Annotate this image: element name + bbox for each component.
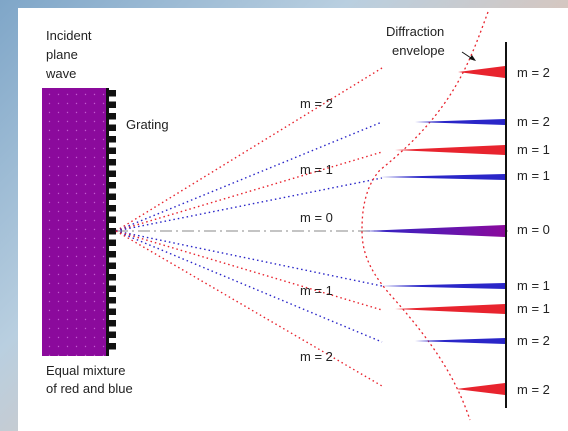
spot-red-down2 xyxy=(456,383,505,395)
screen-label-blue-down2: m = 2 xyxy=(517,333,550,348)
ray-red-up2 xyxy=(115,67,383,232)
grating xyxy=(106,88,116,356)
spot-zero xyxy=(364,225,505,237)
incident-label-line2: plane xyxy=(46,47,78,62)
grating-slit xyxy=(107,205,116,212)
spot-blue-up1 xyxy=(380,174,505,180)
grating-slit xyxy=(107,193,116,200)
grating-slit xyxy=(107,90,116,97)
text-labels: Incident plane wave Grating Diffraction … xyxy=(45,24,445,396)
screen-label-red-up1: m = 1 xyxy=(517,142,550,157)
grating-slit xyxy=(107,239,116,246)
grating-slit xyxy=(107,124,116,131)
diffraction-envelope xyxy=(361,11,489,421)
grating-slit xyxy=(107,147,116,154)
diffraction-rays xyxy=(115,67,510,387)
ray-label-down1: m = 1 xyxy=(300,283,333,298)
pointer-arrowhead xyxy=(469,55,476,61)
ray-label-zero: m = 0 xyxy=(300,210,333,225)
envelope-label-line1: Diffraction xyxy=(386,24,444,39)
grating-slit xyxy=(107,170,116,177)
spot-red-up1 xyxy=(395,145,505,155)
ray-label-up1: m = 1 xyxy=(300,162,333,177)
grating-slit xyxy=(107,228,116,235)
screen-label-red-up2: m = 2 xyxy=(517,65,550,80)
grating-slit xyxy=(107,297,116,304)
envelope-pointer xyxy=(461,51,476,61)
screen-label-red-down2: m = 2 xyxy=(517,382,550,397)
ray-label-up2: m = 2 xyxy=(300,96,333,111)
grating-slit xyxy=(107,343,116,350)
spot-red-down1 xyxy=(395,304,505,314)
grating-slit xyxy=(107,262,116,269)
wavefront-dots xyxy=(42,88,106,356)
ray-blue-down1 xyxy=(115,230,383,287)
ray-blue-up2 xyxy=(115,121,383,232)
spot-blue-down1 xyxy=(380,283,505,289)
ray-red-down2 xyxy=(115,230,383,387)
spot-blue-up2 xyxy=(415,119,505,125)
grating-slit xyxy=(107,216,116,223)
ray-red-up1 xyxy=(115,151,383,232)
grating-slit xyxy=(107,136,116,143)
grating-slit xyxy=(107,308,116,315)
grating-teeth xyxy=(107,90,116,350)
mixture-label-line2: of red and blue xyxy=(46,381,133,396)
screen-order-labels: m = 2 m = 2 m = 1 m = 1 m = 0 m = 1 m = … xyxy=(517,65,550,397)
incident-label-line1: Incident xyxy=(46,28,92,43)
ray-blue-up1 xyxy=(115,177,383,232)
screen-label-red-down1: m = 1 xyxy=(517,301,550,316)
mixture-label-line1: Equal mixture xyxy=(46,363,125,378)
spot-blue-down2 xyxy=(415,338,505,344)
ray-label-down2: m = 2 xyxy=(300,349,333,364)
ray-red-down1 xyxy=(115,230,383,311)
screen-label-blue-down1: m = 1 xyxy=(517,278,550,293)
grating-slit xyxy=(107,320,116,327)
incident-wave-block xyxy=(42,88,106,356)
ray-order-labels: m = 2 m = 1 m = 0 m = 1 m = 2 xyxy=(300,96,333,364)
grating-slit xyxy=(107,285,116,292)
envelope-label-line2: envelope xyxy=(392,43,445,58)
grating-slit xyxy=(107,159,116,166)
screen-label-blue-up1: m = 1 xyxy=(517,168,550,183)
spot-red-up2 xyxy=(458,66,505,78)
grating-slit xyxy=(107,101,116,108)
ray-blue-down2 xyxy=(115,230,383,343)
screen-label-blue-up2: m = 2 xyxy=(517,114,550,129)
grating-slit xyxy=(107,113,116,120)
screen-label-zero: m = 0 xyxy=(517,222,550,237)
grating-slit xyxy=(107,274,116,281)
grating-slit xyxy=(107,331,116,338)
incident-label-line3: wave xyxy=(45,66,76,81)
grating-slit xyxy=(107,182,116,189)
grating-slit xyxy=(107,251,116,258)
screen-spots xyxy=(364,66,505,395)
grating-label: Grating xyxy=(126,117,169,132)
